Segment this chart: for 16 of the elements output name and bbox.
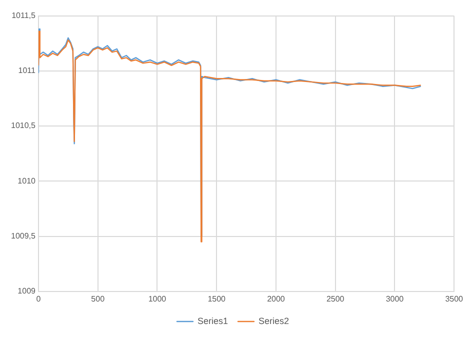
y-tick-label: 1011	[18, 66, 36, 76]
x-tick-label: 3500	[445, 294, 464, 304]
y-tick-label: 1009	[18, 286, 36, 296]
x-tick-label: 500	[91, 294, 106, 304]
legend-label: Series2	[258, 316, 290, 326]
y-tick-label: 1010,5	[11, 121, 36, 130]
legend-label: Series1	[197, 316, 228, 326]
x-tick-label: 2000	[267, 294, 286, 304]
x-tick-label: 1000	[148, 294, 167, 304]
x-tick-label: 1500	[208, 294, 226, 304]
y-tick-label: 1011,5	[12, 11, 36, 20]
y-tick-label: 1009,5	[11, 231, 36, 240]
x-tick-label: 0	[36, 294, 42, 304]
x-tick-label: 3000	[386, 294, 404, 304]
y-tick-label: 1010	[18, 176, 36, 186]
x-tick-label: 2500	[326, 294, 345, 304]
